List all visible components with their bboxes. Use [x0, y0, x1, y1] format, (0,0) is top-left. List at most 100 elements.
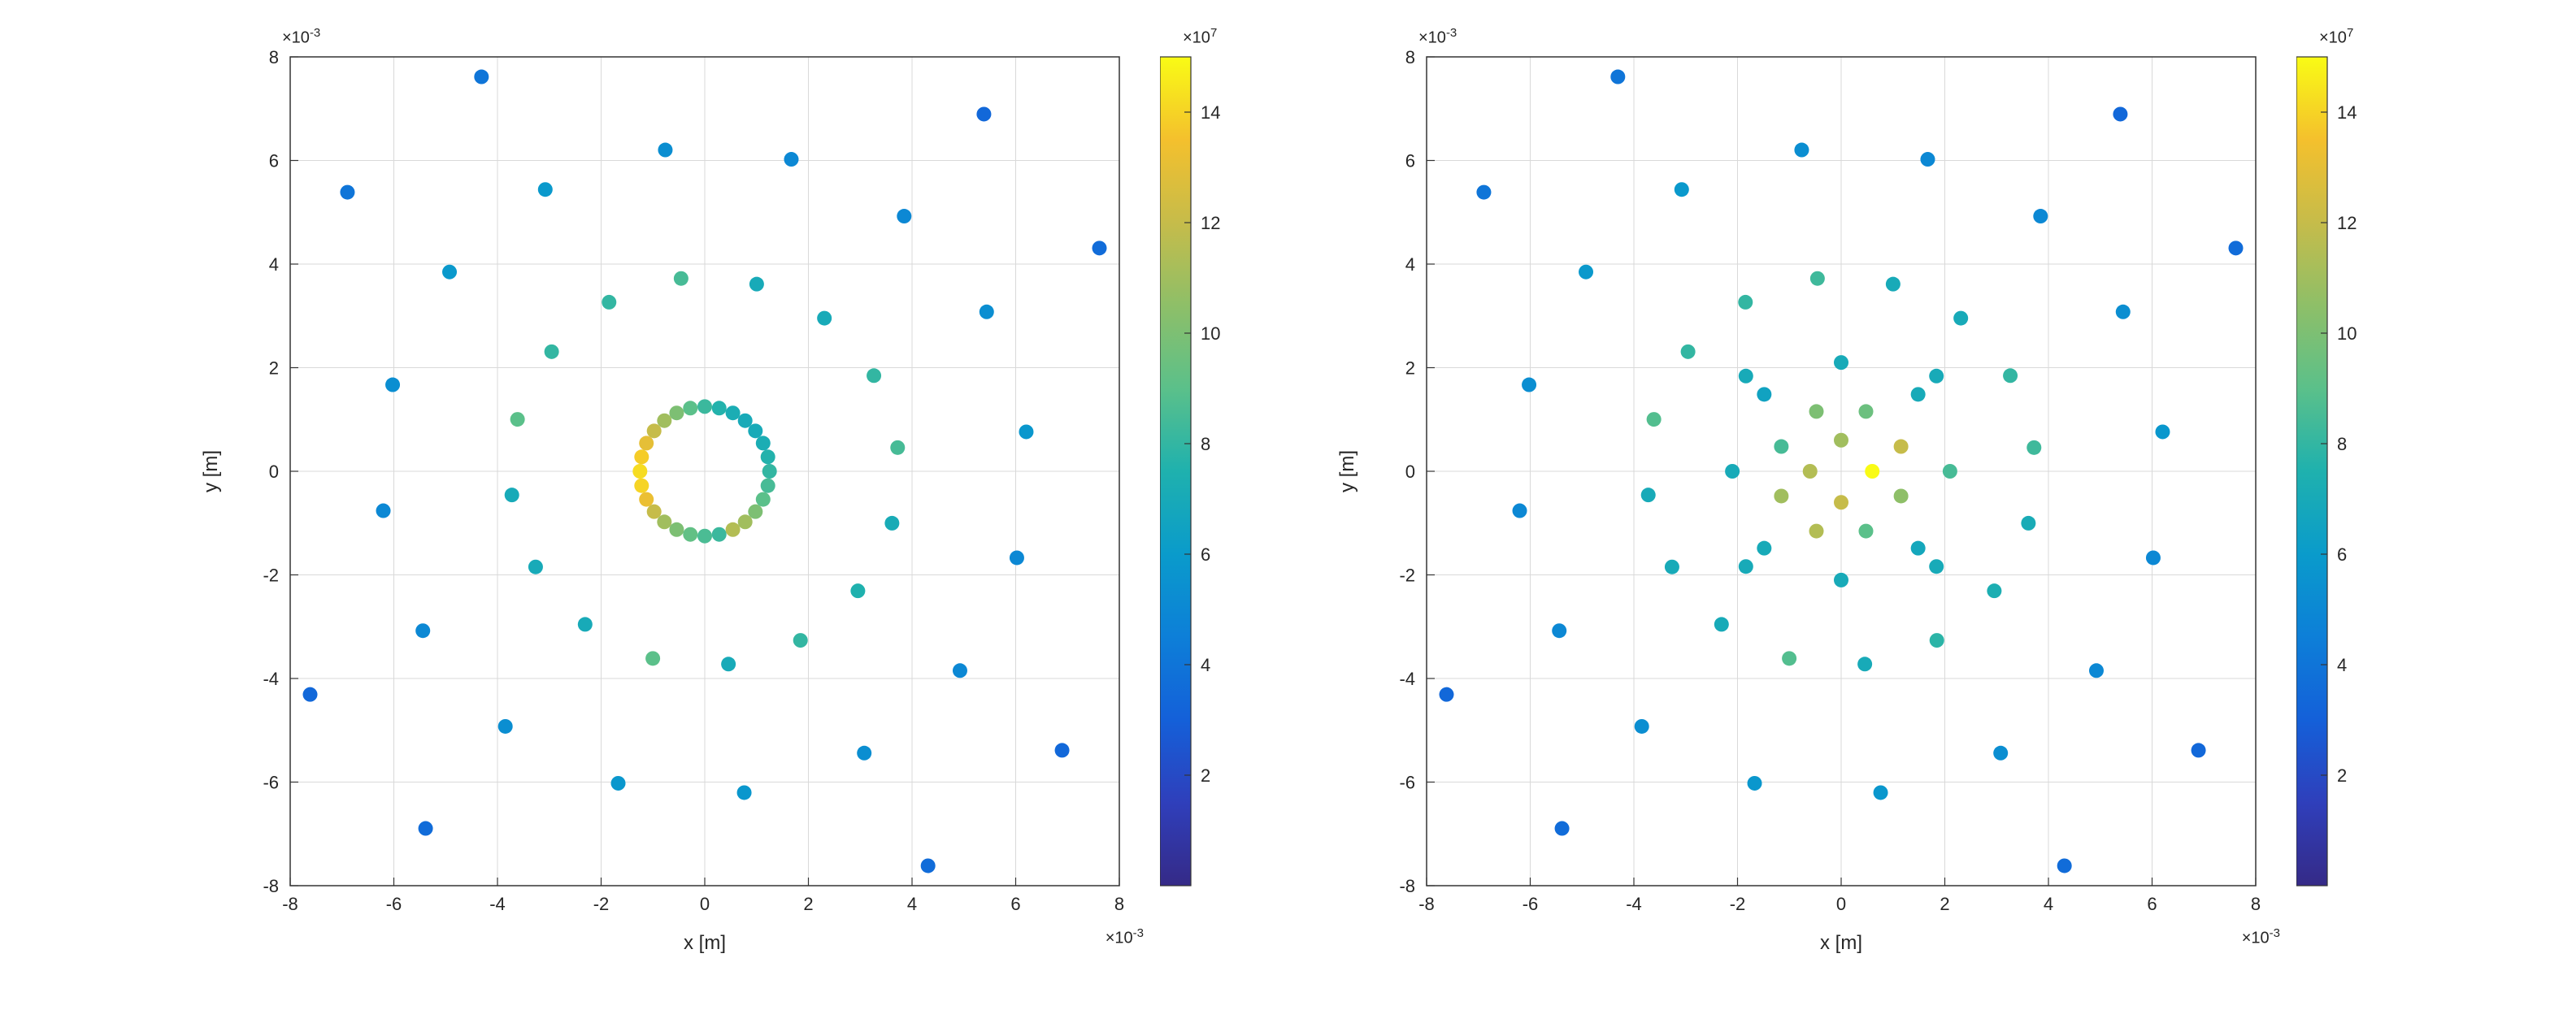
ticks: -8-6-4-202468-8-6-4-202468	[1399, 47, 2261, 914]
x-tick-label: 6	[2147, 894, 2157, 914]
x-tick-label: -8	[1418, 894, 1435, 914]
data-point	[1858, 524, 1873, 539]
colorbar-tick-label: 6	[1201, 544, 1210, 565]
data-point	[510, 412, 524, 427]
data-point	[504, 488, 519, 502]
x-tick-label: 4	[906, 894, 916, 914]
data-point	[497, 719, 512, 734]
x-tick-label: 0	[699, 894, 709, 914]
data-point	[544, 345, 558, 359]
colorbar: 2468101214×107	[2296, 16, 2400, 991]
data-point	[2145, 550, 2160, 565]
data-point	[657, 514, 671, 529]
data-point	[1809, 404, 1823, 418]
data-point	[669, 405, 684, 420]
colorbar-tick-label: 12	[1201, 213, 1220, 233]
data-point	[2088, 663, 2103, 678]
y-tick-label: 8	[1405, 47, 1414, 67]
data-point	[920, 858, 935, 873]
data-point	[1439, 687, 1453, 702]
data-point	[1019, 424, 1033, 439]
data-point	[1476, 185, 1491, 200]
x-tick-label: 8	[1114, 894, 1123, 914]
x-tick-label: -8	[282, 894, 298, 914]
data-point	[2228, 241, 2243, 255]
colorbar-exponent-label: ×107	[2319, 26, 2400, 54]
data-point	[1953, 311, 1968, 326]
data-point	[610, 776, 625, 791]
data-point	[1929, 369, 1944, 384]
axes-wrap: -8-6-4-202468-8-6-4-202468x [m]y [m]×10-…	[1313, 16, 2280, 991]
data-point	[1782, 651, 1796, 665]
data-point	[2026, 440, 2041, 455]
data-point	[697, 399, 712, 414]
data-point	[1054, 743, 1069, 757]
data-point	[1664, 560, 1679, 574]
data-point	[725, 522, 740, 537]
data-point	[673, 271, 688, 286]
colorbar-tick-label: 4	[2337, 655, 2347, 675]
y-exponent-label: ×10-3	[282, 26, 380, 54]
scatter-panel-left: -8-6-4-202468-8-6-4-202468x [m]y [m]×10-…	[176, 16, 1264, 991]
data-point	[1865, 464, 1879, 479]
data-point	[760, 479, 775, 493]
data-point	[1929, 559, 1944, 574]
x-tick-label: -2	[593, 894, 609, 914]
data-point	[376, 504, 390, 518]
data-point	[1646, 412, 1661, 427]
x-axis-label: x [m]	[684, 932, 726, 954]
data-point	[1794, 143, 1809, 158]
colorbar-tick-label: 14	[1201, 102, 1220, 123]
data-point	[415, 623, 430, 638]
y-tick-label: 4	[1405, 254, 1414, 275]
x-tick-label: 0	[1835, 894, 1845, 914]
data-point	[2191, 743, 2205, 757]
data-point	[1714, 617, 1728, 631]
data-point	[1873, 785, 1887, 800]
data-point	[1885, 277, 1900, 292]
data-point	[857, 746, 871, 761]
scatter-panel-right: -8-6-4-202468-8-6-4-202468x [m]y [m]×10-…	[1313, 16, 2400, 991]
data-point	[897, 209, 911, 223]
gridlines	[290, 57, 1119, 886]
data-point	[721, 657, 736, 671]
data-point	[669, 522, 684, 537]
y-tick-label: -2	[1399, 566, 1415, 586]
y-tick-label: 0	[1405, 462, 1414, 482]
x-axis-label: x [m]	[1820, 932, 1862, 954]
data-point	[737, 414, 752, 428]
data-point	[639, 492, 654, 507]
data-point	[1987, 583, 2001, 598]
gridlines	[1427, 57, 2256, 886]
data-point	[2033, 209, 2048, 223]
data-point	[1858, 404, 1873, 418]
y-tick-label: 2	[1405, 358, 1414, 379]
y-tick-label: -8	[263, 876, 279, 896]
data-point	[528, 560, 542, 574]
data-point	[711, 401, 726, 415]
data-point	[2155, 424, 2170, 439]
data-point	[1512, 504, 1527, 518]
data-point	[645, 651, 660, 665]
data-point	[1802, 464, 1817, 479]
data-point	[762, 464, 776, 479]
ticks: -8-6-4-202468-8-6-4-202468	[263, 47, 1124, 914]
axes-svg: -8-6-4-202468-8-6-4-202468x [m]y [m]×10-…	[176, 16, 1144, 991]
data-point	[867, 368, 881, 383]
data-point	[1725, 464, 1740, 479]
data-point	[340, 185, 354, 200]
data-point	[725, 405, 740, 420]
y-tick-label: -6	[1399, 773, 1415, 793]
data-point	[2021, 516, 2035, 531]
data-point	[749, 277, 763, 292]
data-point	[1634, 719, 1649, 734]
data-point	[2115, 305, 2130, 319]
x-tick-label: 2	[1940, 894, 1949, 914]
data-point	[1893, 488, 1908, 503]
data-point	[442, 265, 457, 280]
x-tick-label: -2	[1729, 894, 1745, 914]
x-tick-label: 4	[2043, 894, 2053, 914]
data-point	[474, 70, 489, 85]
data-point	[755, 492, 770, 507]
data-point	[1920, 152, 1935, 167]
